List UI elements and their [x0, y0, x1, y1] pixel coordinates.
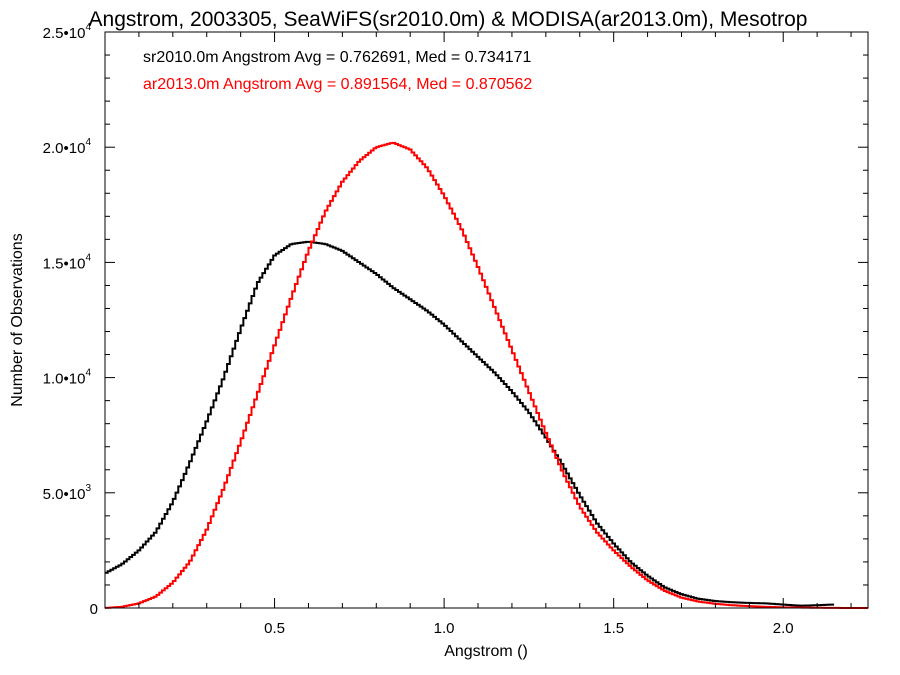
- series-line-0: [105, 240, 835, 607]
- x-tick-label: 0.5: [264, 620, 285, 637]
- y-tick-label: 0: [90, 601, 98, 618]
- legend-entry-1: ar2013.0m Angstrom Avg = 0.891564, Med =…: [143, 76, 532, 93]
- legend: sr2010.0m Angstrom Avg = 0.762691, Med =…: [143, 49, 532, 93]
- ticks-layer: 0.5 1.0 1.5 2.0 0 5.0•103 1.0•104 1.5•104 2.0•10…: [43, 22, 868, 637]
- x-tick-label: 2.0: [773, 620, 794, 637]
- series-line-1: [105, 141, 868, 609]
- y-tick-label: 2.0•104: [43, 137, 92, 157]
- y-axis-label: Number of Observations: [9, 233, 26, 406]
- x-tick-label: 1.5: [603, 620, 624, 637]
- y-tick-label: 5.0•103: [43, 483, 92, 503]
- legend-entry-0: sr2010.0m Angstrom Avg = 0.762691, Med =…: [143, 49, 532, 66]
- chart-title: Angstrom, 2003305, SeaWiFS(sr2010.0m) & …: [89, 8, 808, 31]
- y-tick-label: 1.0•104: [43, 368, 92, 388]
- y-tick-label: 2.5•104: [43, 22, 92, 42]
- series-layer: [105, 141, 868, 609]
- y-tick-label: 1.5•104: [43, 252, 92, 272]
- x-tick-label: 1.0: [434, 620, 455, 637]
- x-axis-label: Angstrom (): [444, 643, 528, 660]
- plot-frame: [104, 31, 869, 609]
